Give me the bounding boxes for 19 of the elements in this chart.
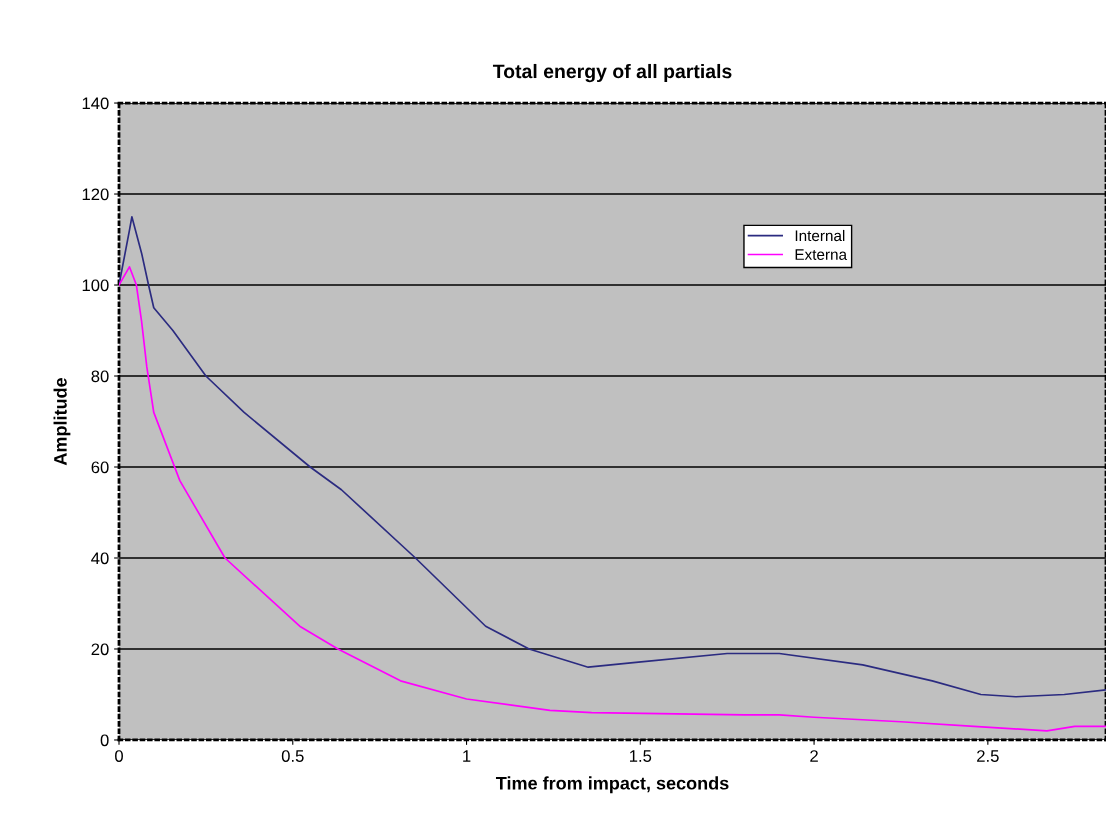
x-tick-label: 2.5: [977, 750, 999, 762]
y-tick-label: 60: [91, 461, 109, 474]
y-tick-label: 80: [91, 370, 109, 383]
x-tick-label: 1: [463, 750, 471, 762]
legend-label: Externa: [795, 249, 848, 260]
y-tick-label: 120: [82, 188, 109, 201]
y-tick-label: 0: [100, 734, 109, 747]
x-tick-label: 2: [810, 750, 818, 762]
y-tick-label: 20: [91, 643, 109, 656]
y-axis-title: Amplitude: [53, 377, 71, 466]
x-tick-label: 0.5: [281, 750, 304, 762]
x-tick-label: 0: [115, 750, 123, 762]
y-tick-label: 40: [91, 552, 109, 565]
chart-title: Total energy of all partials: [492, 63, 732, 83]
x-tick-label: 1.5: [629, 750, 652, 762]
x-axis-title: Time from impact, seconds: [495, 776, 729, 794]
y-tick-label: 100: [82, 279, 109, 292]
y-tick-label: 140: [82, 97, 109, 110]
legend-label: Internal: [795, 229, 845, 242]
